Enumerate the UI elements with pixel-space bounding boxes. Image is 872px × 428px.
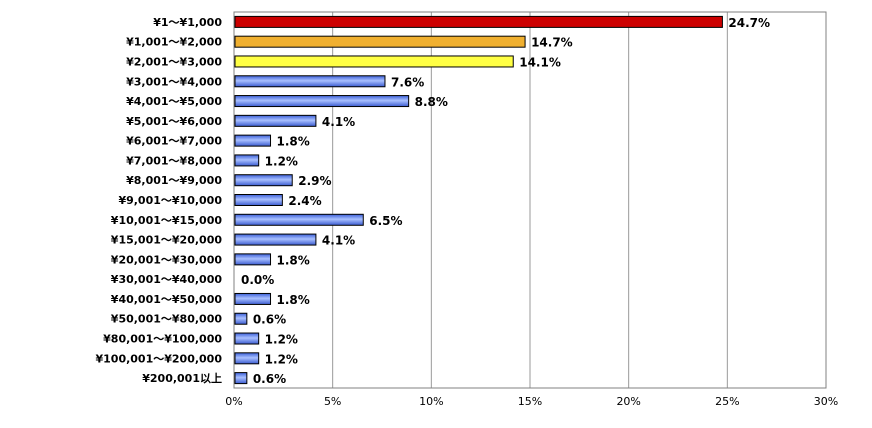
category-label: ¥8,001～¥9,000 <box>126 174 222 187</box>
category-label: ¥2,001～¥3,000 <box>126 55 222 68</box>
category-label: ¥1,001～¥2,000 <box>126 36 222 49</box>
category-label: ¥9,001～¥10,000 <box>118 194 222 207</box>
bar <box>234 233 317 246</box>
value-labels: 24.7%14.7%14.1%7.6%8.8%4.1%1.8%1.2%2.9%2… <box>241 16 770 386</box>
bar <box>234 95 410 108</box>
category-label: ¥7,001～¥8,000 <box>126 154 222 167</box>
bar <box>234 134 272 147</box>
category-label: ¥1～¥1,000 <box>153 16 222 29</box>
x-tick-label: 30% <box>814 395 838 408</box>
data-label: 1.8% <box>277 293 310 307</box>
data-label: 14.7% <box>531 36 573 50</box>
data-label: 14.1% <box>519 55 561 69</box>
bar <box>234 174 293 187</box>
category-label: ¥200,001以上 <box>142 371 222 385</box>
plot-area-border <box>233 11 827 389</box>
data-label: 7.6% <box>391 75 424 89</box>
data-label: 0.0% <box>241 273 274 287</box>
category-label: ¥10,001～¥15,000 <box>111 214 223 227</box>
bar <box>234 372 248 385</box>
bar <box>234 213 364 226</box>
bar <box>234 352 260 365</box>
x-tick-label: 5% <box>324 395 341 408</box>
data-label: 1.8% <box>277 135 310 149</box>
data-label: 4.1% <box>322 115 355 129</box>
category-label: ¥3,001～¥4,000 <box>126 75 222 88</box>
bar <box>234 114 317 127</box>
category-labels: ¥1～¥1,000 ¥1,001～¥2,000 ¥2,001～¥3,000 ¥3,00… <box>95 16 222 385</box>
data-label: 0.6% <box>253 372 286 386</box>
bar <box>234 292 272 305</box>
category-label: ¥80,001～¥100,000 <box>103 333 222 346</box>
bar <box>234 194 283 206</box>
category-label: ¥20,001～¥30,000 <box>111 253 223 266</box>
x-tick-label: 20% <box>616 395 640 408</box>
category-label: ¥40,001～¥50,000 <box>111 293 223 306</box>
x-tick-label: 15% <box>518 395 542 408</box>
data-label: 1.2% <box>265 352 298 366</box>
data-label: 6.5% <box>369 214 402 228</box>
category-label: ¥6,001～¥7,000 <box>126 135 222 148</box>
bar <box>234 35 526 48</box>
data-label: 0.6% <box>253 313 286 327</box>
bar <box>234 312 248 325</box>
x-tick-label: 10% <box>419 395 443 408</box>
x-tick-label: 0% <box>225 395 242 408</box>
gridlines <box>332 12 728 388</box>
data-label: 1.2% <box>265 333 298 347</box>
bar <box>234 154 260 167</box>
data-label: 1.8% <box>277 253 310 267</box>
category-label: ¥30,001～¥40,000 <box>111 273 223 286</box>
data-label: 8.8% <box>415 95 448 109</box>
category-label: ¥50,001～¥80,000 <box>111 313 223 326</box>
category-label: ¥5,001～¥6,000 <box>126 115 222 128</box>
x-axis-tick-labels: 0% 5% 10% 15% 20% 25% 30% <box>225 395 838 408</box>
bar <box>234 253 272 266</box>
data-label: 24.7% <box>728 16 770 30</box>
data-label: 4.1% <box>322 234 355 248</box>
bar <box>234 332 260 345</box>
category-label: ¥15,001～¥20,000 <box>111 234 223 247</box>
data-label: 2.9% <box>298 174 331 188</box>
bar <box>234 55 514 68</box>
category-label: ¥100,001～¥200,000 <box>95 352 222 365</box>
bars <box>234 15 723 385</box>
bar <box>234 15 723 28</box>
data-label: 2.4% <box>288 194 321 208</box>
x-tick-label: 25% <box>715 395 739 408</box>
bar <box>234 75 386 88</box>
category-label: ¥4,001～¥5,000 <box>126 95 222 108</box>
data-label: 1.2% <box>265 154 298 168</box>
